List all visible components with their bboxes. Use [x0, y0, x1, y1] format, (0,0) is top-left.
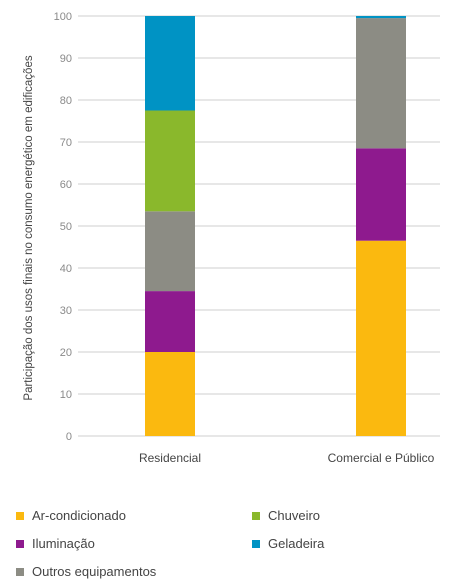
- bar-segment: [145, 211, 195, 291]
- stacked-bar-chart: 0 10 20 30 40 50 60 70 80 90 100 Residencial Comerc…: [0, 0, 460, 495]
- y-tick-label: 20: [60, 347, 72, 359]
- y-tick-label: 80: [60, 95, 72, 107]
- bar-segment: [356, 16, 406, 18]
- legend-swatch: [252, 540, 260, 548]
- legend-label: Outros equipamentos: [32, 564, 156, 579]
- legend-swatch: [16, 568, 24, 576]
- legend-item-chuveiro: Chuveiro: [252, 508, 320, 523]
- y-tick-label: 90: [60, 53, 72, 65]
- legend-item-outros-equipamentos: Outros equipamentos: [16, 564, 156, 579]
- legend-item-ar-condicionado: Ar-condicionado: [16, 508, 126, 523]
- legend-label: Iluminação: [32, 536, 95, 551]
- legend-item-geladeira: Geladeira: [252, 536, 324, 551]
- legend-label: Ar-condicionado: [32, 508, 126, 523]
- bar-segment: [145, 16, 195, 111]
- bar-segment: [145, 352, 195, 436]
- bar-segment: [356, 241, 406, 436]
- legend-swatch: [16, 540, 24, 548]
- legend-label: Geladeira: [268, 536, 324, 551]
- x-category-label: Comercial e Público: [328, 451, 435, 465]
- y-tick-label: 40: [60, 263, 72, 275]
- y-axis-label: Participação dos usos finais no consumo …: [23, 55, 35, 400]
- legend-swatch: [252, 512, 260, 520]
- y-tick-label: 60: [60, 179, 72, 191]
- y-tick-label: 100: [54, 11, 72, 23]
- y-axis-ticks: 0 10 20 30 40 50 60 70 80 90 100: [54, 11, 72, 443]
- x-axis-categories: Residencial Comercial e Público: [139, 451, 435, 465]
- y-tick-label: 30: [60, 305, 72, 317]
- y-tick-label: 70: [60, 137, 72, 149]
- y-tick-label: 0: [66, 431, 72, 443]
- bar-segment: [145, 111, 195, 212]
- legend-swatch: [16, 512, 24, 520]
- y-tick-label: 50: [60, 221, 72, 233]
- x-category-label: Residencial: [139, 451, 201, 465]
- y-tick-label: 10: [60, 389, 72, 401]
- legend-label: Chuveiro: [268, 508, 320, 523]
- bar-segment: [356, 18, 406, 148]
- bar-segment: [356, 148, 406, 240]
- legend-item-iluminacao: Iluminação: [16, 536, 95, 551]
- bar-segment: [145, 291, 195, 352]
